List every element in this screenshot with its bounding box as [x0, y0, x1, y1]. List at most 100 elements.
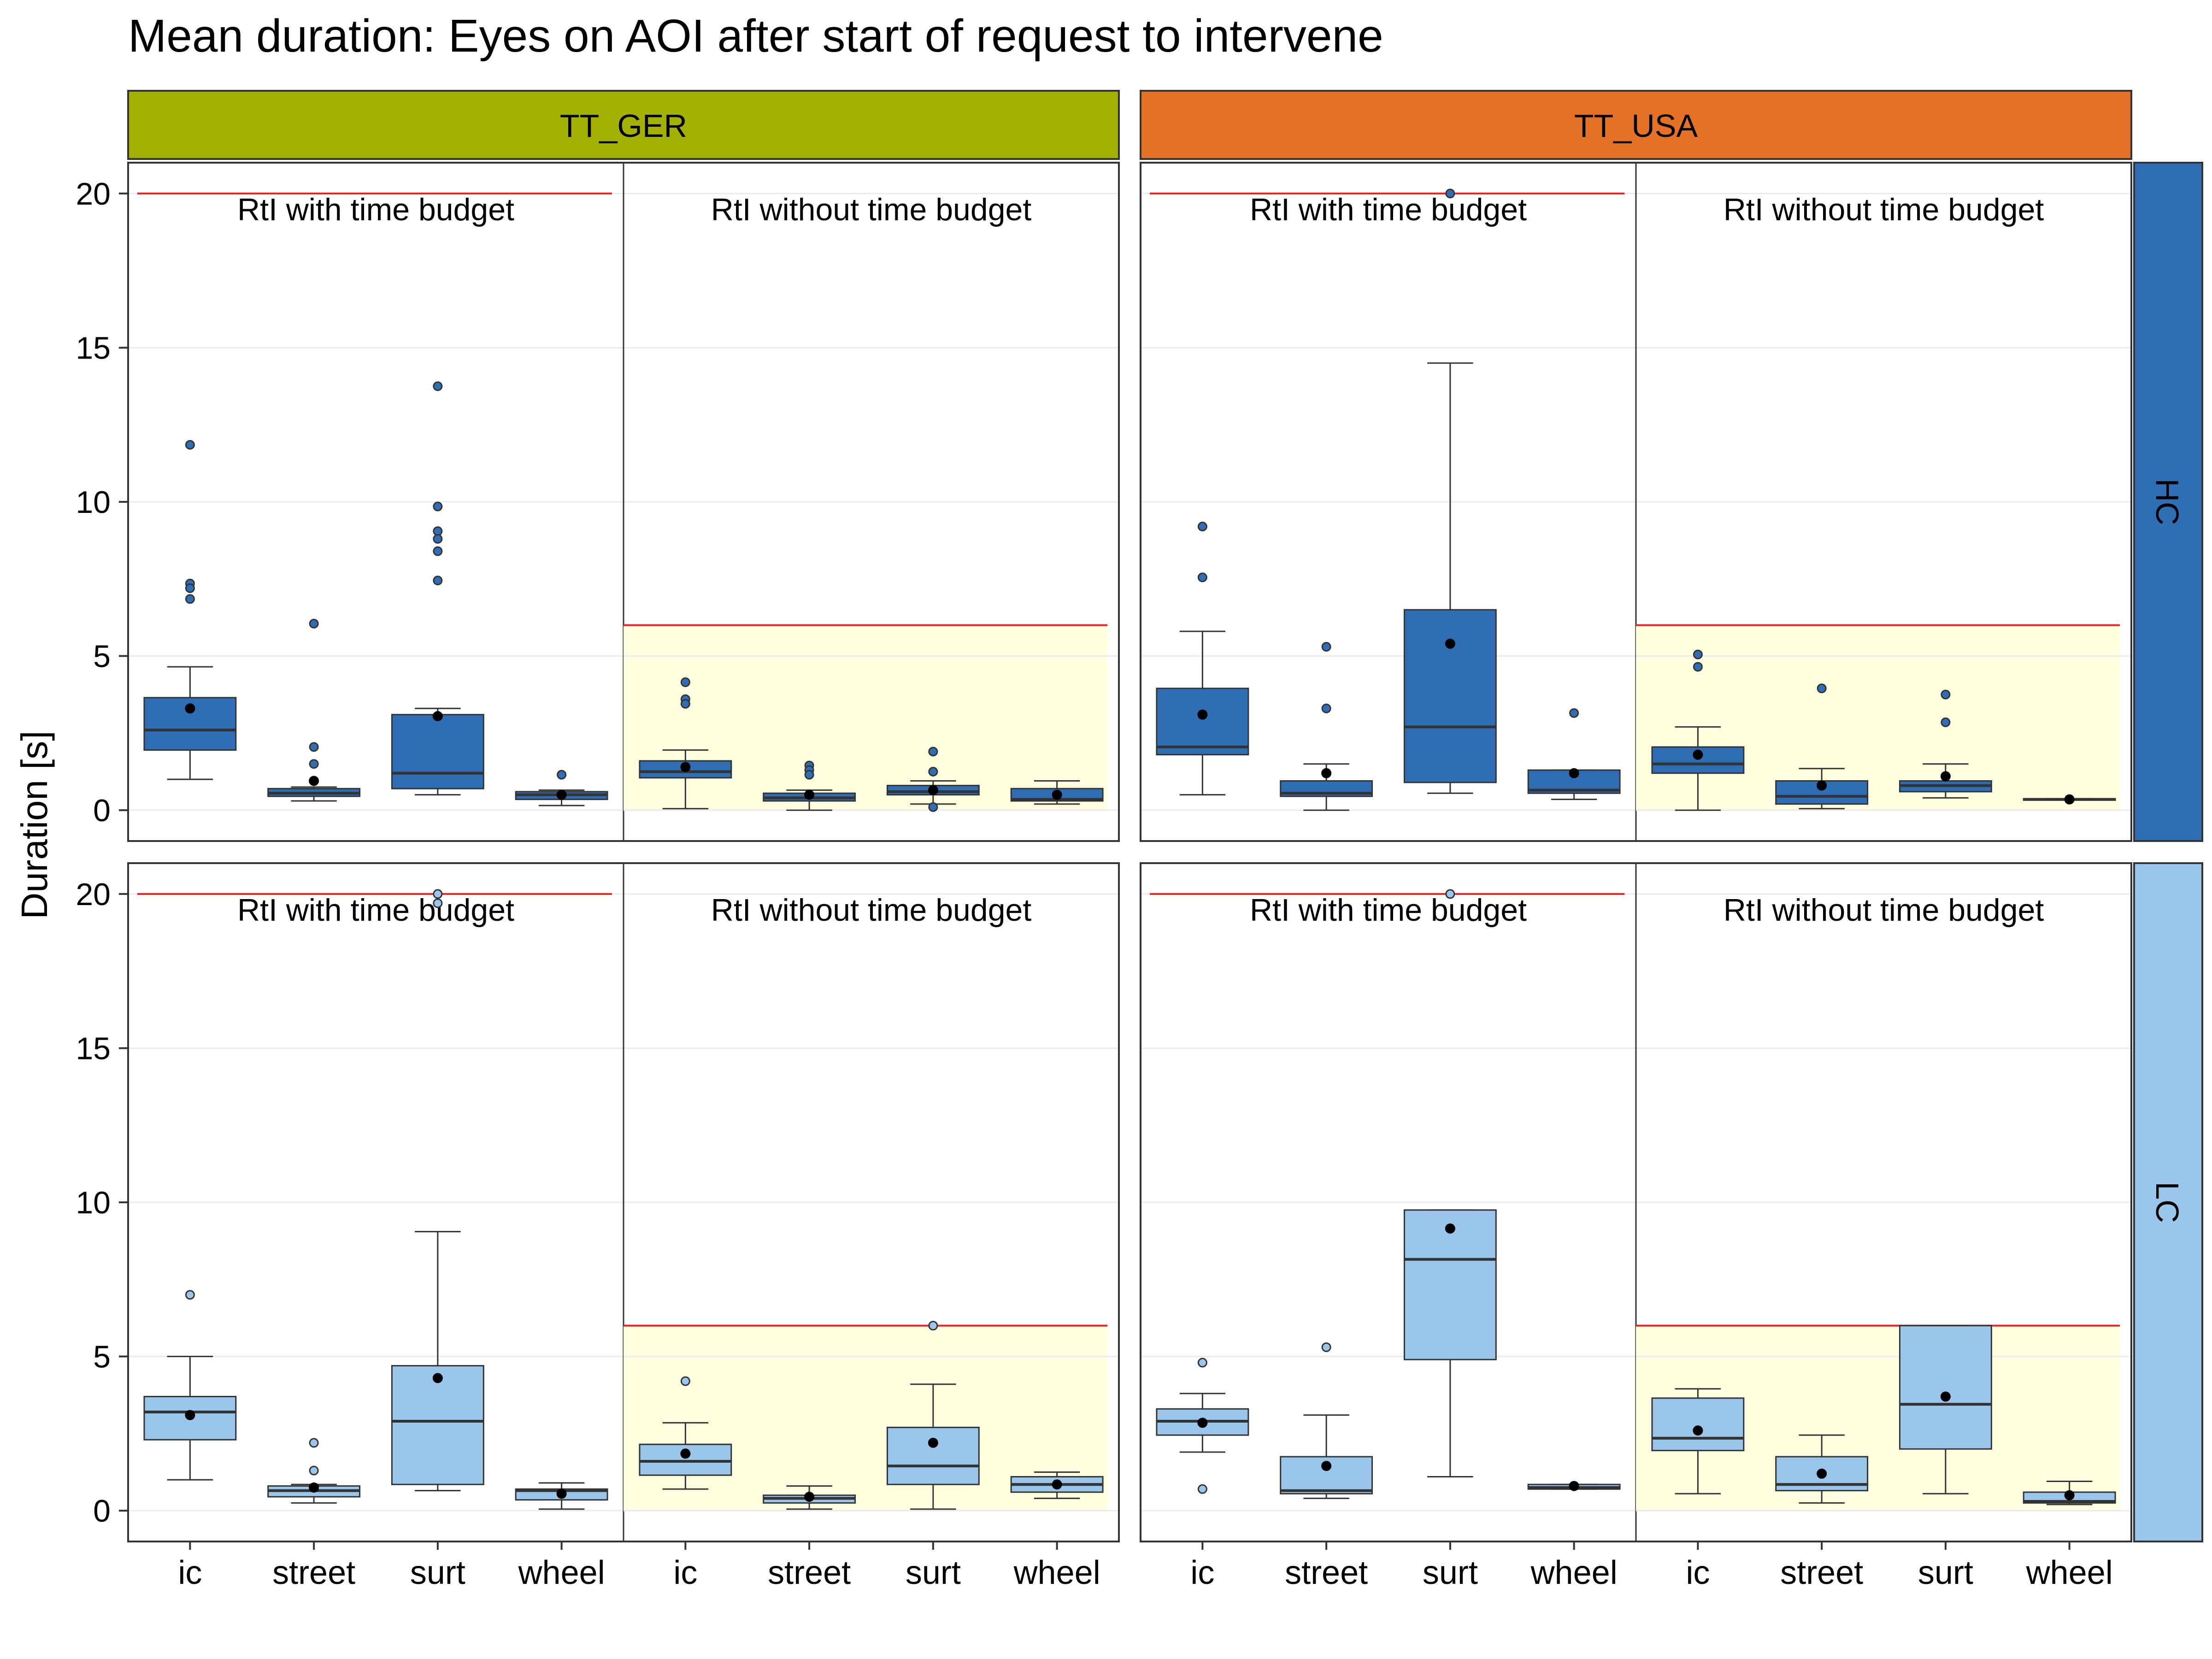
x-tick-label: wheel [1530, 1554, 1618, 1591]
outlier-point [1941, 717, 1951, 727]
mean-point [1052, 1479, 1062, 1490]
mean-point [309, 1482, 319, 1493]
mean-point [1817, 780, 1827, 791]
outlier-point [1817, 683, 1827, 694]
mean-point [556, 1488, 567, 1499]
outlier-point [1197, 1358, 1207, 1368]
section-label: RtI without time budget [1724, 192, 2044, 227]
x-tick-label: wheel [1013, 1554, 1100, 1591]
outlier-point [1321, 703, 1331, 713]
outlier-point [433, 546, 443, 556]
x-tick-label: ic [1190, 1554, 1214, 1591]
outlier-point [1197, 1484, 1207, 1494]
x-tick-label: street [768, 1554, 851, 1591]
x-tick-label: ic [673, 1554, 697, 1591]
section-label: RtI without time budget [1724, 893, 2044, 928]
mean-point [556, 789, 567, 800]
mean-point [185, 1410, 195, 1420]
x-tick-label: street [1780, 1554, 1863, 1591]
box-surt [886, 1426, 980, 1485]
box-ic [1651, 1397, 1745, 1452]
mean-point [1817, 1468, 1827, 1479]
y-tick-label: 20 [76, 176, 111, 212]
section-label: RtI with time budget [237, 192, 514, 227]
x-tick-label: wheel [2026, 1554, 2113, 1591]
y-tick-label: 15 [76, 330, 111, 365]
outlier-point [309, 618, 319, 629]
x-tick-label: ic [178, 1554, 202, 1591]
box-surt [1899, 1325, 1992, 1450]
y-tick-label: 10 [76, 1185, 111, 1220]
mean-point [680, 1448, 691, 1459]
outlier-point [557, 770, 567, 780]
outlier-point [1197, 522, 1207, 532]
outlier-point [1197, 572, 1207, 582]
outlier-point [1569, 708, 1579, 718]
mean-point [1569, 768, 1579, 778]
y-tick-label: 5 [93, 1340, 111, 1375]
mean-point [1197, 1418, 1208, 1428]
outlier-point [804, 770, 814, 780]
mean-point [432, 1373, 443, 1383]
outlier-point [185, 1290, 195, 1300]
mean-point [928, 1437, 938, 1448]
outlier-point [185, 440, 195, 450]
outlier-point [928, 747, 938, 757]
mean-point [1052, 789, 1062, 800]
x-tick-label: surt [906, 1554, 961, 1591]
x-tick-label: surt [1918, 1554, 1973, 1591]
time-budget-shading [624, 625, 1107, 811]
mean-point [185, 703, 195, 714]
box-surt [1403, 609, 1497, 783]
mean-point [1693, 749, 1703, 760]
y-tick-label: 20 [76, 877, 111, 912]
outlier-point [1693, 662, 1703, 672]
outlier-point [1445, 188, 1455, 199]
outlier-point [309, 742, 319, 752]
x-tick-label: wheel [518, 1554, 605, 1591]
outlier-point [680, 1376, 690, 1386]
mean-point [1940, 771, 1951, 782]
outlier-point [1321, 641, 1331, 652]
outlier-point [185, 594, 195, 604]
column-strip-label: TT_USA [1574, 108, 1698, 144]
row-strip-label: HC [2149, 478, 2185, 525]
mean-point [804, 1491, 815, 1502]
outlier-point [1941, 689, 1951, 700]
outlier-point [928, 766, 938, 777]
mean-point [1940, 1391, 1951, 1402]
column-strip-tt-ger [127, 90, 1120, 160]
panel-border [1140, 862, 2132, 1542]
y-tick-label: 0 [93, 1494, 111, 1529]
mean-point [1197, 709, 1208, 720]
y-axis-title: Duration [s] [14, 730, 55, 919]
section-label: RtI with time budget [237, 893, 514, 928]
outlier-point [1445, 889, 1455, 899]
facet-grid: TT_GER TT_USA HC LC 0 5 10 15 20 0 5 10 15 20 RtI with… [76, 90, 2203, 1591]
mean-point [1693, 1425, 1703, 1436]
panel-border [1140, 162, 2132, 842]
mean-point [1569, 1481, 1579, 1491]
column-strip-tt-usa [1140, 90, 2132, 160]
outlier-point [185, 583, 195, 593]
time-budget-shading [1636, 625, 2120, 811]
x-tick-label: street [1285, 1554, 1368, 1591]
mean-point [928, 785, 938, 795]
outlier-point [309, 1438, 319, 1448]
section-label: RtI without time budget [711, 192, 1032, 227]
row-strip-lc [2133, 862, 2203, 1542]
mean-point [2064, 794, 2075, 805]
column-strip-label: TT_GER [560, 108, 687, 144]
outlier-point [1321, 1342, 1331, 1352]
panel-border [127, 162, 1120, 842]
y-tick-label: 10 [76, 485, 111, 520]
outlier-point [928, 1321, 938, 1331]
outlier-point [309, 759, 319, 769]
row-strip-hc [2133, 162, 2203, 842]
outlier-point [309, 1465, 319, 1476]
mean-point [432, 711, 443, 722]
outlier-point [680, 677, 690, 687]
mean-point [1445, 638, 1455, 649]
outlier-point [433, 381, 443, 391]
